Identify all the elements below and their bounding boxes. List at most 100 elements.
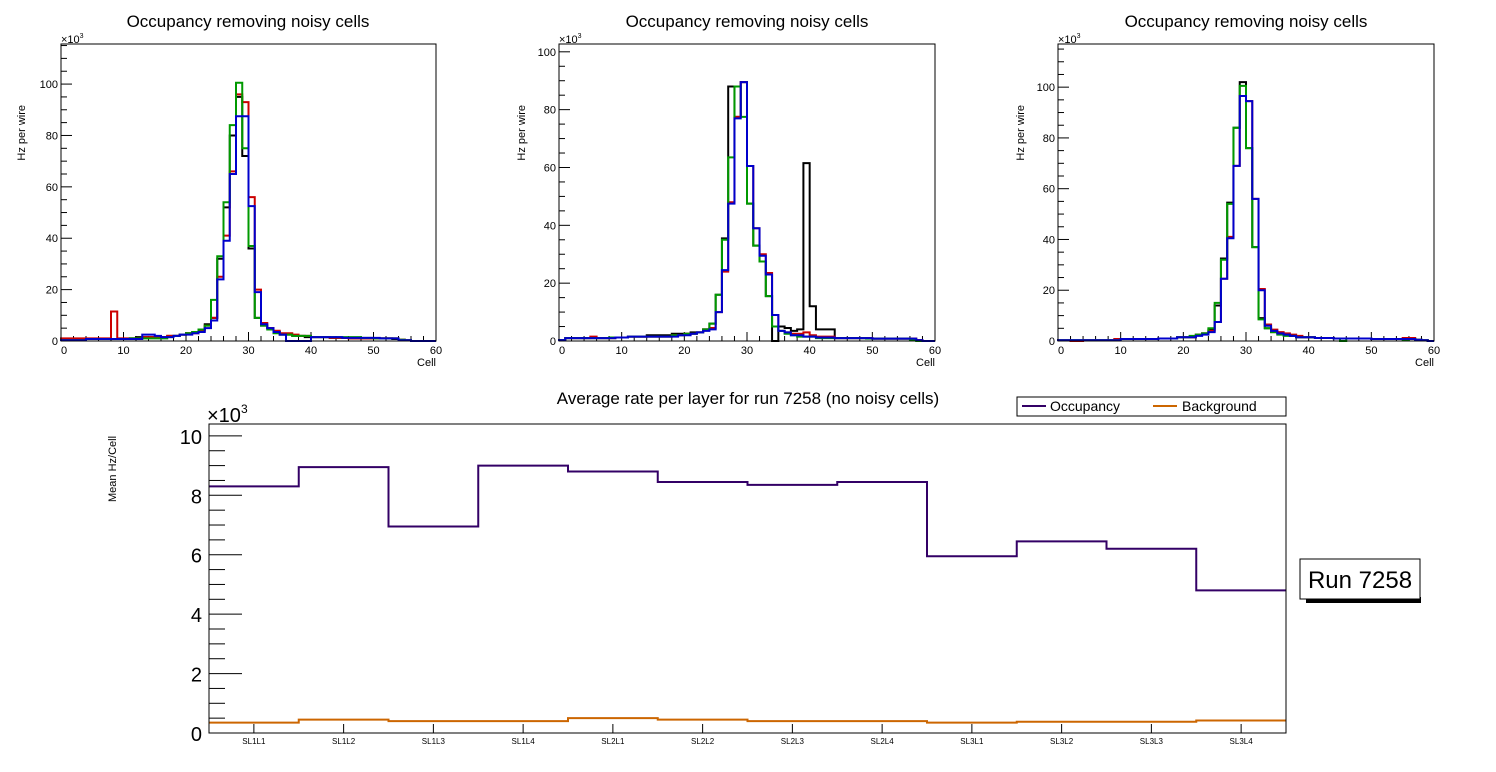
series-blue bbox=[1057, 95, 1434, 342]
x-tick-label: 30 bbox=[1240, 345, 1252, 357]
y-tick-label: 2 bbox=[191, 665, 202, 687]
chart-title: Occupancy removing noisy cells bbox=[127, 12, 370, 31]
y-tick-label: 80 bbox=[1043, 133, 1055, 145]
x-tick-label: 10 bbox=[1115, 345, 1127, 357]
y-axis-label: Hz per wire bbox=[516, 105, 528, 161]
category-label: SL3L2 bbox=[1050, 737, 1074, 746]
plot-frame bbox=[1057, 43, 1435, 342]
series-group bbox=[60, 81, 436, 342]
y-tick-label: 100 bbox=[1037, 82, 1055, 94]
x-tick-label: 0 bbox=[1058, 345, 1064, 357]
x-tick-label: 60 bbox=[929, 345, 941, 357]
category-label: SL3L3 bbox=[1140, 737, 1164, 746]
y-tick-label: 40 bbox=[46, 233, 58, 245]
legend-label-occupancy: Occupancy bbox=[1050, 398, 1120, 414]
axis-ticks: 0 10 20 30 40 50 60 0 20 40 60 80 100 bbox=[538, 47, 941, 357]
y-tick-label: 8 bbox=[191, 486, 202, 508]
category-label: SL1L3 bbox=[422, 737, 446, 746]
series-blue bbox=[558, 81, 935, 342]
category-label: SL2L4 bbox=[871, 737, 895, 746]
x-tick-label: 40 bbox=[804, 345, 816, 357]
category-label: SL3L4 bbox=[1230, 737, 1254, 746]
axis-ticks: 0 10 20 30 40 50 60 0 20 40 60 80 100 bbox=[1037, 48, 1440, 357]
y-tick-label: 20 bbox=[544, 278, 556, 290]
x-tick-label: 0 bbox=[559, 345, 565, 357]
chart-title: Average rate per layer for run 7258 (no … bbox=[557, 389, 939, 408]
x-axis-label: Cell bbox=[916, 357, 935, 369]
y-axis-label: Hz per wire bbox=[1015, 105, 1027, 161]
x-tick-label: 0 bbox=[61, 345, 67, 357]
x-tick-label: 20 bbox=[678, 345, 690, 357]
category-label: SL2L2 bbox=[691, 737, 715, 746]
y-tick-label: 100 bbox=[538, 47, 556, 59]
y-tick-label: 20 bbox=[1043, 285, 1055, 297]
y-tick-label: 40 bbox=[1043, 234, 1055, 246]
x-tick-label: 50 bbox=[866, 345, 878, 357]
y-tick-label: 6 bbox=[191, 546, 202, 568]
series-group bbox=[558, 81, 935, 342]
y-tick-label: 80 bbox=[46, 130, 58, 142]
y-tick-label: 0 bbox=[1049, 336, 1055, 348]
y-tick-label: 80 bbox=[544, 105, 556, 117]
y-multiplier: ×103 bbox=[207, 402, 248, 427]
chart-title: Occupancy removing noisy cells bbox=[626, 12, 869, 31]
run-label-box: Run 7258 bbox=[1299, 558, 1421, 603]
series-blue bbox=[60, 115, 436, 342]
y-tick-label: 100 bbox=[40, 79, 58, 91]
y-tick-label: 20 bbox=[46, 285, 58, 297]
y-tick-label: 10 bbox=[180, 427, 202, 449]
axis-ticks: 0 2 4 6 8 10 SL1L1 SL1L2 SL1L3 SL1L4 SL2L1 SL2L2 SL2… bbox=[180, 427, 1253, 746]
series-green bbox=[1057, 84, 1434, 342]
x-tick-label: 30 bbox=[741, 345, 753, 357]
x-tick-label: 60 bbox=[1428, 345, 1440, 357]
panel-top-right: Occupancy removing noisy cells ×103 Hz p… bbox=[1015, 12, 1440, 369]
run-label: Run 7258 bbox=[1308, 567, 1412, 594]
y-tick-label: 60 bbox=[544, 162, 556, 174]
y-tick-label: 0 bbox=[550, 336, 556, 348]
x-axis-label: Cell bbox=[1415, 357, 1434, 369]
x-tick-label: 50 bbox=[367, 345, 379, 357]
y-tick-label: 0 bbox=[191, 724, 202, 746]
x-tick-label: 50 bbox=[1365, 345, 1377, 357]
y-tick-label: 40 bbox=[544, 220, 556, 232]
category-label: SL1L2 bbox=[332, 737, 356, 746]
x-tick-label: 40 bbox=[1303, 345, 1315, 357]
x-tick-label: 20 bbox=[1177, 345, 1189, 357]
legend-label-background: Background bbox=[1182, 398, 1257, 414]
category-label: SL1L1 bbox=[242, 737, 266, 746]
plot-frame bbox=[60, 43, 437, 342]
category-label: SL1L4 bbox=[512, 737, 536, 746]
x-tick-label: 20 bbox=[180, 345, 192, 357]
category-label: SL2L3 bbox=[781, 737, 805, 746]
y-tick-label: 60 bbox=[1043, 184, 1055, 196]
x-axis-label: Cell bbox=[417, 357, 436, 369]
y-multiplier: ×103 bbox=[61, 33, 84, 46]
y-multiplier: ×103 bbox=[1058, 33, 1081, 46]
legend: Occupancy Background bbox=[1016, 396, 1287, 417]
y-multiplier: ×103 bbox=[559, 33, 582, 46]
x-tick-label: 40 bbox=[305, 345, 317, 357]
y-tick-label: 4 bbox=[191, 605, 202, 627]
x-tick-label: 30 bbox=[242, 345, 254, 357]
y-axis-label: Mean Hz/Cell bbox=[107, 436, 119, 502]
panel-top-left: Occupancy removing noisy cells ×103 Hz p… bbox=[16, 12, 442, 369]
panel-bottom: Average rate per layer for run 7258 (no … bbox=[107, 389, 1421, 746]
series-occupancy bbox=[209, 464, 1286, 592]
legend-box bbox=[1016, 396, 1287, 417]
category-label: SL2L1 bbox=[601, 737, 625, 746]
run-label-shadow bbox=[1306, 597, 1421, 603]
plot-frame bbox=[208, 423, 1287, 734]
axis-ticks: 0 10 20 30 40 50 60 0 20 40 60 80 100 bbox=[40, 45, 442, 357]
x-tick-label: 60 bbox=[430, 345, 442, 357]
x-tick-label: 10 bbox=[616, 345, 628, 357]
y-tick-label: 60 bbox=[46, 182, 58, 194]
category-label: SL3L1 bbox=[960, 737, 984, 746]
series-background bbox=[209, 717, 1286, 724]
y-tick-label: 0 bbox=[52, 336, 58, 348]
x-tick-label: 10 bbox=[117, 345, 129, 357]
series-group bbox=[209, 464, 1286, 724]
y-axis-label: Hz per wire bbox=[16, 105, 28, 161]
run-label-frame bbox=[1299, 558, 1421, 600]
plot-frame bbox=[558, 43, 936, 342]
chart-title: Occupancy removing noisy cells bbox=[1125, 12, 1368, 31]
